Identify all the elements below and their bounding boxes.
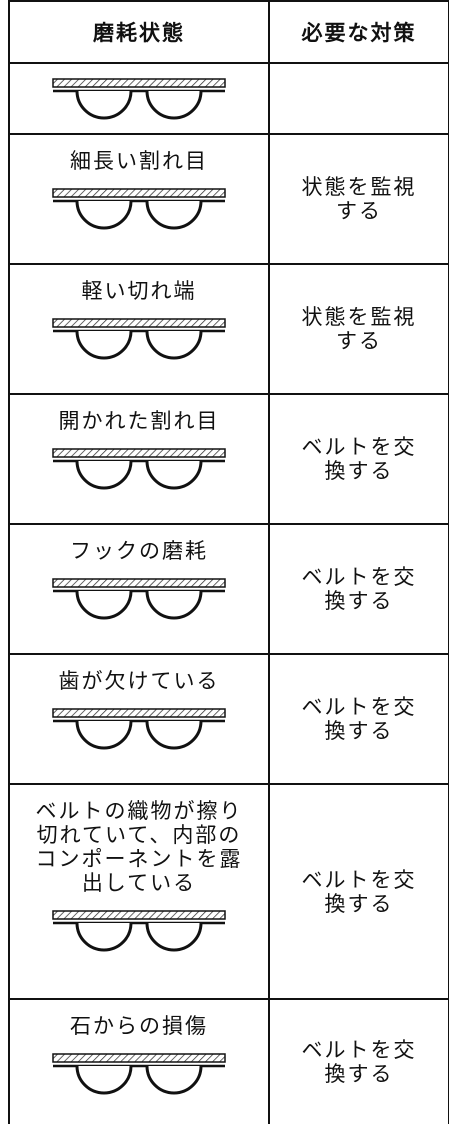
action-text: ベルトを交換する <box>301 1038 417 1086</box>
belt-figure <box>52 448 226 490</box>
condition-cell: 開かれた割れ目 <box>8 393 270 525</box>
condition-cell: 石からの損傷 <box>8 998 270 1124</box>
condition-text: 軽い切れ端 <box>81 279 197 303</box>
condition-text: ベルトの織物が擦り切れていて、内部のコンポーネントを露出している <box>35 799 243 895</box>
condition-cell: フックの磨耗 <box>8 523 270 655</box>
condition-cell: ベルトの織物が擦り切れていて、内部のコンポーネントを露出している <box>8 783 270 1000</box>
action-cell: ベルトを交換する <box>268 523 449 655</box>
condition-text: 細長い割れ目 <box>70 149 208 173</box>
action-cell: ベルトを交換する <box>268 998 449 1124</box>
condition-text: 開かれた割れ目 <box>58 409 220 433</box>
table-row: フックの磨耗ベルトを交換する <box>8 523 449 655</box>
condition-cell: 細長い割れ目 <box>8 133 270 265</box>
belt-figure <box>52 77 226 119</box>
condition-cell: 軽い切れ端 <box>8 263 270 395</box>
header-row: 磨耗状態 必要な対策 <box>8 0 449 64</box>
table-body: 細長い割れ目 状態を監視する 軽い切れ端 状態を監視する 開かれた割れ目 ベルトを交換する… <box>8 62 449 1124</box>
header-cell: 必要な対策 <box>268 0 449 64</box>
action-cell: ベルトを交換する <box>268 393 449 525</box>
action-cell: ベルトを交換する <box>268 653 449 785</box>
action-text: ベルトを交換する <box>301 695 417 743</box>
action-text: 状態を監視する <box>301 175 417 223</box>
action-text: 状態を監視する <box>301 305 417 353</box>
condition-cell <box>8 62 270 135</box>
action-text: ベルトを交換する <box>301 435 417 483</box>
condition-text: 歯が欠けている <box>58 669 220 693</box>
action-cell <box>268 62 449 135</box>
belt-figure <box>52 318 226 360</box>
action-cell: 状態を監視する <box>268 263 449 395</box>
condition-cell: 歯が欠けている <box>8 653 270 785</box>
table-row: 歯が欠けているベルトを交換する <box>8 653 449 785</box>
belt-figure <box>52 1053 226 1095</box>
belt-figure <box>52 188 226 230</box>
condition-text: フックの磨耗 <box>70 539 208 563</box>
header-cell: 磨耗状態 <box>8 0 270 64</box>
belt-figure <box>52 708 226 750</box>
table-row: 開かれた割れ目ベルトを交換する <box>8 393 449 525</box>
action-text: ベルトを交換する <box>301 565 417 613</box>
table-row <box>8 62 449 135</box>
table-row: ベルトの織物が擦り切れていて、内部のコンポーネントを露出しているベルトを交換する <box>8 783 449 1000</box>
table-row: 細長い割れ目状態を監視する <box>8 133 449 265</box>
table-row: 石からの損傷ベルトを交換する <box>8 998 449 1124</box>
action-cell: ベルトを交換する <box>268 783 449 1000</box>
wear-table: 磨耗状態 必要な対策 細長い割れ目 状態を監視する 軽い切れ端 状態を監視する 開かれた… <box>8 0 449 1124</box>
action-text: ベルトを交換する <box>301 867 417 916</box>
belt-figure <box>52 910 226 952</box>
belt-figure <box>52 578 226 620</box>
table-row: 軽い切れ端状態を監視する <box>8 263 449 395</box>
condition-text: 石からの損傷 <box>70 1014 208 1038</box>
action-cell: 状態を監視する <box>268 133 449 265</box>
